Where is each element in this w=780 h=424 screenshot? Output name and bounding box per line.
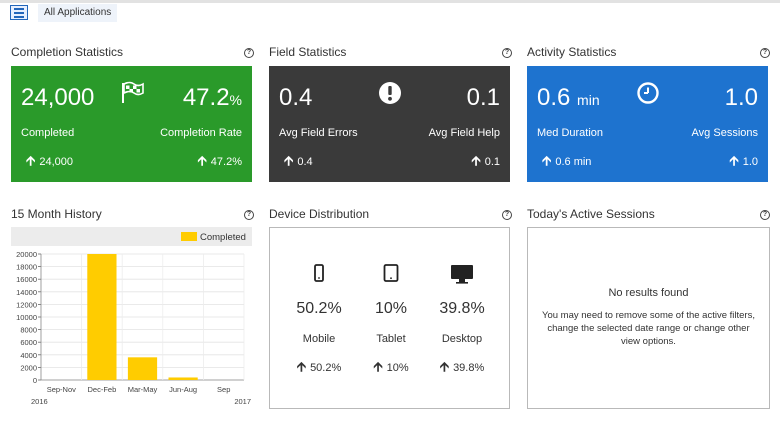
field-statistics-title: Field Statistics — [269, 45, 347, 59]
avg-sessions-trend: 🡩 1.0 — [729, 153, 758, 168]
help-icon[interactable]: ? — [760, 48, 770, 58]
y-tick-label: 10000 — [16, 313, 37, 322]
x-tick-label: Sep-Nov — [47, 385, 76, 394]
desktop-percentage: 39.8% — [439, 300, 485, 317]
desktop-trend: 🡩 39.8% — [439, 359, 485, 374]
application-selector[interactable]: All Applications — [38, 4, 118, 22]
avg-field-errors-value: 0.4 — [279, 84, 313, 111]
arrow-up-icon: 🡩 — [542, 153, 552, 168]
help-icon[interactable]: ? — [502, 210, 512, 220]
history-bar — [87, 254, 117, 380]
help-icon[interactable]: ? — [244, 210, 254, 220]
avg-field-errors-trend: 🡩 0.4 — [284, 153, 313, 168]
arrow-up-icon: 🡩 — [26, 153, 36, 168]
y-tick-label: 14000 — [16, 288, 37, 297]
no-results-title: No results found — [608, 287, 689, 299]
active-sessions-panel: No results found You may need to remove … — [527, 227, 770, 409]
help-icon[interactable]: ? — [244, 48, 254, 58]
med-duration-label: Med Duration — [537, 127, 604, 139]
history-title: 15 Month History — [11, 207, 102, 221]
tablet-trend: 🡩 10% — [373, 359, 409, 374]
completion-rate-value: 47.2% — [182, 84, 242, 111]
completion-statistics-title: Completion Statistics — [11, 45, 124, 59]
arrow-up-icon: 🡩 — [373, 359, 383, 374]
device-distribution-title: Device Distribution — [269, 207, 370, 221]
checkered-flag-icon — [122, 81, 144, 103]
exclamation-icon — [379, 82, 401, 104]
history-bar — [127, 357, 158, 380]
completed-trend: 🡩 24,000 — [26, 153, 73, 168]
no-results-message: You may need to remove some of the activ… — [542, 310, 755, 347]
avg-sessions-label: Avg Sessions — [691, 127, 758, 139]
med-duration-value: 0.6 min — [537, 84, 600, 111]
arrow-up-icon: 🡩 — [197, 153, 207, 168]
legend-label: Completed — [200, 232, 246, 243]
x-tick-label: Jun-Aug — [169, 385, 197, 394]
tablet-icon — [383, 264, 399, 282]
history-bar — [168, 377, 198, 380]
menu-icon[interactable] — [10, 5, 28, 20]
arrow-up-icon: 🡩 — [729, 153, 739, 168]
arrow-up-icon: 🡩 — [284, 153, 294, 168]
active-sessions-title: Today's Active Sessions — [527, 207, 655, 221]
y-tick-label: 12000 — [16, 300, 37, 309]
completion-rate-label: Completion Rate — [160, 127, 242, 139]
legend-swatch — [181, 232, 197, 241]
field-stat-card: 0.4 0.1 Avg Field Errors Avg Field Help … — [269, 66, 510, 182]
y-tick-label: 6000 — [20, 338, 37, 347]
help-icon[interactable]: ? — [760, 210, 770, 220]
clock-icon — [637, 82, 659, 104]
y-tick-label: 0 — [33, 376, 37, 385]
avg-field-help-label: Avg Field Help — [428, 127, 500, 139]
completion-rate-trend: 🡩 47.2% — [197, 153, 242, 168]
activity-statistics-title: Activity Statistics — [527, 45, 617, 59]
x-year-label-end: 2017 — [234, 397, 251, 406]
legend-background — [11, 227, 252, 246]
y-tick-label: 18000 — [16, 263, 37, 272]
avg-field-help-trend: 🡩 0.1 — [471, 153, 500, 168]
desktop-label: Desktop — [441, 333, 483, 345]
tablet-label: Tablet — [376, 333, 406, 345]
mobile-label: Mobile — [302, 333, 336, 345]
avg-sessions-value: 1.0 — [724, 84, 758, 111]
avg-field-help-value: 0.1 — [466, 84, 500, 111]
arrow-up-icon: 🡩 — [471, 153, 481, 168]
completed-value: 24,000 — [21, 84, 95, 111]
desktop-icon — [451, 265, 473, 284]
avg-field-errors-label: Avg Field Errors — [279, 127, 358, 139]
mobile-trend: 🡩 50.2% — [296, 359, 342, 374]
history-chart: Completed 0 2000 4000 6000 8000 10000 12000 1400… — [11, 227, 252, 409]
completed-label: Completed — [21, 127, 75, 139]
arrow-up-icon: 🡩 — [439, 359, 450, 374]
activity-stat-card: 0.6 min 1.0 Med Duration Avg Sessions 🡩 0… — [527, 66, 768, 182]
med-duration-trend: 🡩 0.6 min — [542, 153, 592, 168]
y-tick-label: 4000 — [20, 351, 37, 360]
top-border — [0, 0, 780, 3]
mobile-icon — [314, 264, 324, 282]
y-tick-label: 20000 — [16, 250, 37, 259]
x-tick-label: Mar-May — [128, 385, 158, 394]
history-bar-chart-svg: Completed 0 2000 4000 6000 8000 10000 12000 1400… — [11, 227, 252, 406]
x-year-label-start: 2016 — [31, 397, 48, 406]
tablet-percentage: 10% — [374, 300, 408, 317]
y-tick-label: 2000 — [20, 363, 37, 372]
y-tick-label: 16000 — [16, 275, 37, 284]
mobile-percentage: 50.2% — [296, 300, 342, 317]
arrow-up-icon: 🡩 — [296, 359, 307, 374]
device-distribution-panel: 50.2% Mobile 🡩 50.2% 10% Tablet 🡩 10% 39.8… — [269, 227, 510, 409]
help-icon[interactable]: ? — [502, 48, 512, 58]
x-tick-label: Sep — [217, 385, 230, 394]
completion-stat-card: 24,000 47.2% Completed Completion Rate 🡩… — [11, 66, 252, 182]
y-tick-label: 8000 — [20, 326, 37, 335]
x-tick-label: Dec-Feb — [88, 385, 117, 394]
